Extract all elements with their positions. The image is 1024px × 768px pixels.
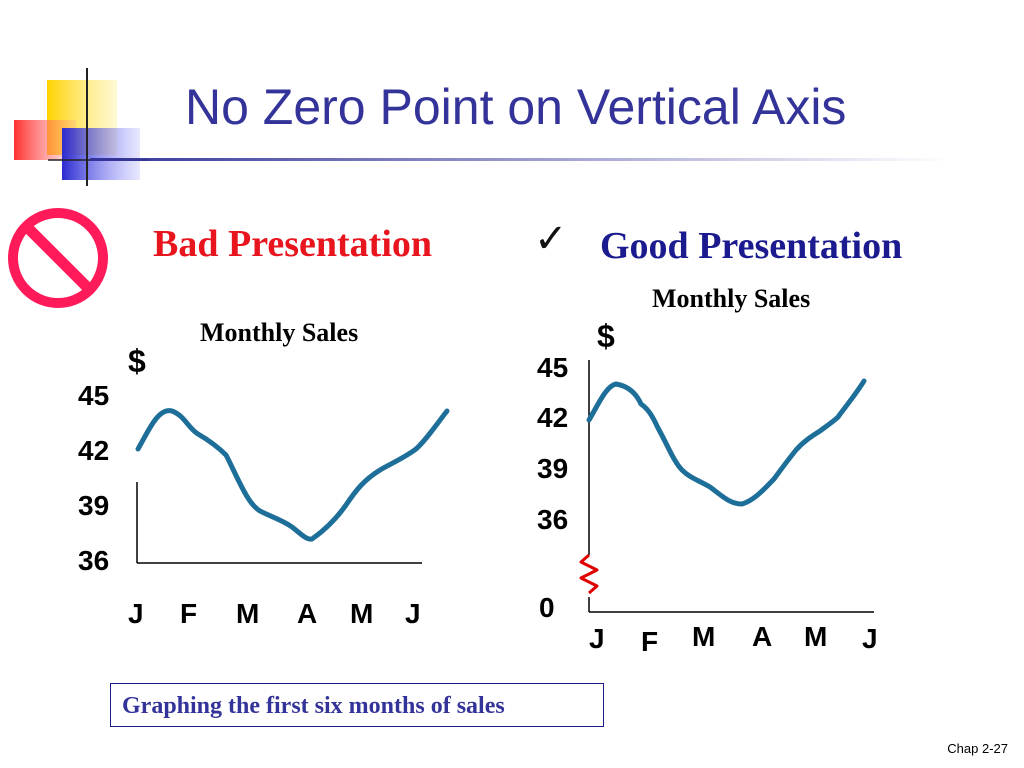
corner-decoration: [14, 68, 150, 186]
good-y-tick: 39: [537, 453, 569, 484]
slide-footer: Chap 2-27: [947, 741, 1008, 756]
good-y-tick: 36: [537, 504, 569, 535]
prohibited-icon: [8, 208, 108, 308]
good-series-line: [586, 378, 867, 507]
good-chart-title: Monthly Sales: [652, 284, 811, 313]
good-chart-ylabel: $: [597, 318, 615, 354]
slide-title: No Zero Point on Vertical Axis: [185, 79, 847, 135]
good-x-tick: M: [804, 621, 828, 652]
check-icon: ✓: [534, 216, 568, 262]
bad-x-tick: M: [350, 598, 374, 629]
good-x-tick: A: [752, 621, 773, 652]
bad-chart-title: Monthly Sales: [200, 318, 359, 347]
axis-break-icon: [579, 553, 599, 595]
bad-series-line: [135, 408, 450, 542]
good-x-tick: M: [692, 621, 716, 652]
bad-y-tick: 36: [78, 545, 110, 576]
bad-x-tick: M: [236, 598, 260, 629]
good-x-tick: J: [589, 623, 605, 654]
title-underline: [90, 158, 950, 161]
bad-presentation-label: Bad Presentation: [153, 223, 433, 265]
good-y-tick: 42: [537, 402, 569, 433]
good-presentation-label: Good Presentation: [600, 225, 903, 267]
bad-x-tick: A: [297, 598, 318, 629]
bad-x-tick: F: [180, 598, 198, 629]
caption-box: Graphing the first six months of sales: [110, 683, 604, 727]
bad-y-tick: 45: [78, 380, 110, 411]
good-x-tick: J: [862, 623, 878, 654]
bad-y-tick: 42: [78, 435, 110, 466]
good-x-tick: F: [641, 626, 659, 657]
good-y-tick: 45: [537, 352, 569, 383]
bad-x-tick: J: [405, 598, 421, 629]
bad-y-tick: 39: [78, 490, 110, 521]
good-y-tick-zero: 0: [539, 592, 555, 623]
bad-x-tick: J: [128, 598, 144, 629]
bad-chart-ylabel: $: [128, 343, 146, 379]
